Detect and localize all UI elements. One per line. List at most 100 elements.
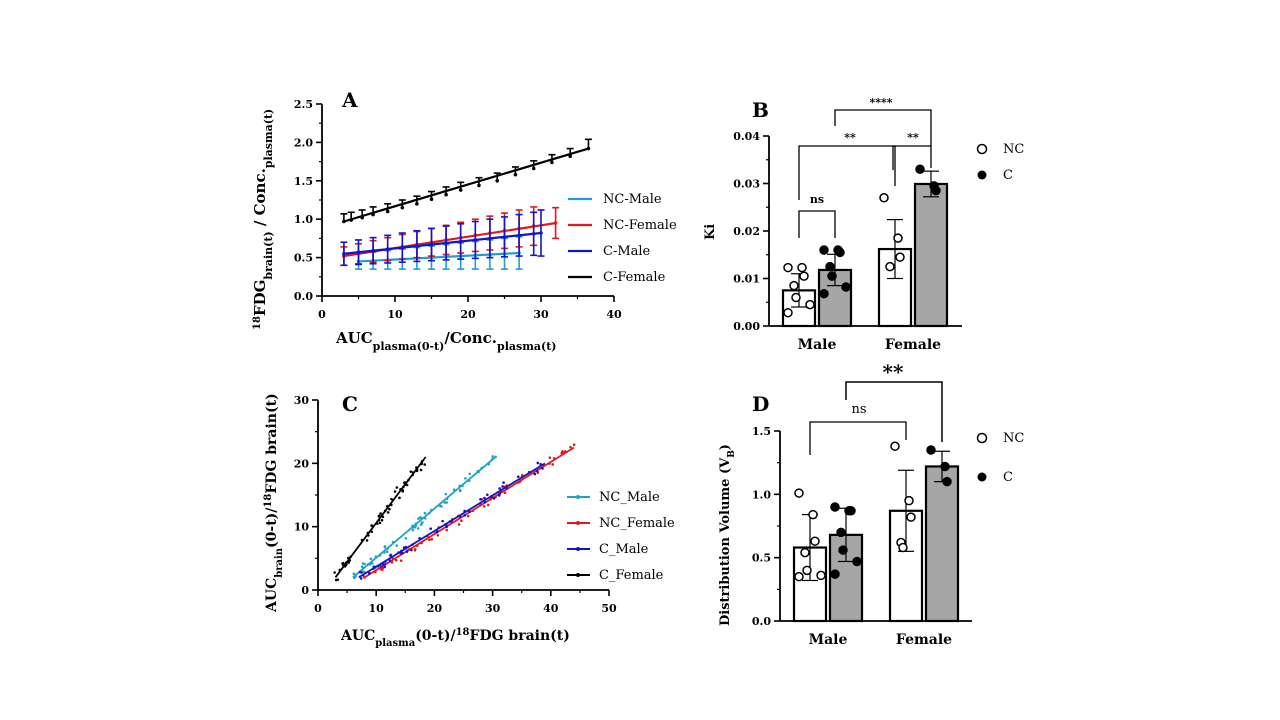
scatter-point xyxy=(418,516,422,519)
scatter-point xyxy=(333,571,336,574)
individual-point xyxy=(797,262,807,273)
y-tick-label: 30 xyxy=(294,394,310,407)
scatter-point xyxy=(407,548,411,551)
sig-bracket-star2b xyxy=(892,145,932,170)
panel-c-legend: NC_Male NC_Female C_Male C_Female xyxy=(567,490,675,583)
legend-c-filled-marker xyxy=(977,170,987,180)
scatter-point xyxy=(498,487,501,490)
scatter-point xyxy=(399,559,403,562)
y-tick-label: 0.0 xyxy=(294,290,313,303)
data-point xyxy=(429,242,434,247)
scatter-point xyxy=(487,462,491,466)
scatter-point xyxy=(533,472,537,476)
individual-point xyxy=(885,261,895,272)
scatter-point xyxy=(420,460,424,463)
series-line xyxy=(343,147,589,223)
sig-bracket-ns xyxy=(798,210,836,238)
scatter-point xyxy=(394,558,398,562)
scatter-point xyxy=(349,555,352,559)
individual-point xyxy=(838,545,848,555)
scatter-point xyxy=(411,528,415,532)
scatter-point xyxy=(461,484,464,488)
data-point xyxy=(444,241,448,245)
series-nc_male xyxy=(352,455,497,580)
panel-c-letter: C xyxy=(342,392,358,416)
scatter-point xyxy=(388,559,392,562)
scatter-point xyxy=(445,497,449,501)
scatter-point xyxy=(479,498,482,501)
scatter-point xyxy=(468,472,472,476)
x-tick-label: 0 xyxy=(318,308,326,321)
fit-line xyxy=(352,456,497,579)
data-point xyxy=(473,238,478,242)
scatter-point xyxy=(420,541,423,545)
scatter-point xyxy=(368,562,372,566)
scatter-point xyxy=(482,504,486,508)
sig-label-ns: ns xyxy=(810,193,824,206)
scatter-point xyxy=(367,534,370,537)
panel-a-line-chart: A 0.00.51.01.52.02.50 10 20 30 40 NC-MaleNC-… xyxy=(251,88,677,353)
y-tick-label: 0.02 xyxy=(733,225,760,238)
scatter-point xyxy=(527,470,531,474)
scatter-point xyxy=(399,488,402,491)
sig-label-star2: ** xyxy=(844,131,856,144)
sig-bracket-ns xyxy=(809,421,907,455)
panel-b-significance: ns** ****** xyxy=(798,96,932,238)
y-tick-label: 0 xyxy=(301,584,309,597)
scatter-point xyxy=(373,570,377,574)
scatter-point xyxy=(486,503,490,507)
data-point xyxy=(517,233,521,238)
panel-b-legend: NC C xyxy=(976,142,1024,183)
scatter-point xyxy=(389,554,392,557)
x-category-label-female: Female xyxy=(896,632,952,648)
scatter-point xyxy=(377,515,381,518)
legend-marker xyxy=(576,495,580,499)
data-point xyxy=(415,202,419,206)
individual-point xyxy=(942,476,952,487)
individual-point xyxy=(830,569,840,579)
panel-d-significance: ns ** xyxy=(809,360,943,455)
scatter-point xyxy=(440,505,443,508)
scatter-point xyxy=(517,481,520,484)
scatter-point xyxy=(458,515,462,518)
scatter-point xyxy=(415,544,419,548)
series-line xyxy=(358,251,520,263)
legend-marker xyxy=(576,573,580,577)
x-tick-label: 10 xyxy=(369,602,385,615)
bar-c-female xyxy=(924,465,960,623)
panel-a-legend: NC-Male NC-Female C-Male C-Female xyxy=(568,192,677,285)
scatter-point xyxy=(352,572,356,576)
scatter-point xyxy=(379,567,383,571)
scatter-point xyxy=(402,485,405,489)
sig-bracket-star2 xyxy=(845,381,943,442)
scatter-point xyxy=(409,470,413,473)
scatter-point xyxy=(370,530,374,534)
legend-label-c-female: C-Female xyxy=(603,270,666,285)
panel-c-axes: 0 10 20 30 0 10 20 30 40 50 xyxy=(294,394,617,615)
scatter-point xyxy=(379,564,383,568)
scatter-point xyxy=(346,556,350,560)
sig-label-star2b: ** xyxy=(907,131,919,144)
panel-a-y-axis-label: 18FDGbrain(t) / Conc.plasma(t) xyxy=(251,109,275,330)
scatter-point xyxy=(345,561,348,564)
data-point xyxy=(342,219,346,224)
individual-point xyxy=(835,247,845,258)
scatter-point xyxy=(516,475,520,479)
individual-point xyxy=(808,509,818,520)
panel-c-scatter-chart: C 0 10 20 30 0 10 20 30 40 50 NC_Male NC_Female C_M… xyxy=(263,392,676,649)
legend-marker xyxy=(576,547,580,551)
scatter-point xyxy=(541,467,544,470)
scatter-point xyxy=(401,489,405,492)
sig-bracket-star2 xyxy=(798,145,896,200)
panel-a-letter: A xyxy=(341,88,358,112)
scatter-point xyxy=(420,462,423,465)
scatter-point xyxy=(466,514,470,518)
sig-label-star4: **** xyxy=(869,96,892,109)
data-point xyxy=(429,197,434,202)
individual-point xyxy=(915,164,925,174)
scatter-point xyxy=(428,511,431,515)
individual-point xyxy=(830,502,840,512)
scatter-point xyxy=(429,527,432,530)
data-point xyxy=(458,188,463,192)
individual-point xyxy=(783,307,793,318)
